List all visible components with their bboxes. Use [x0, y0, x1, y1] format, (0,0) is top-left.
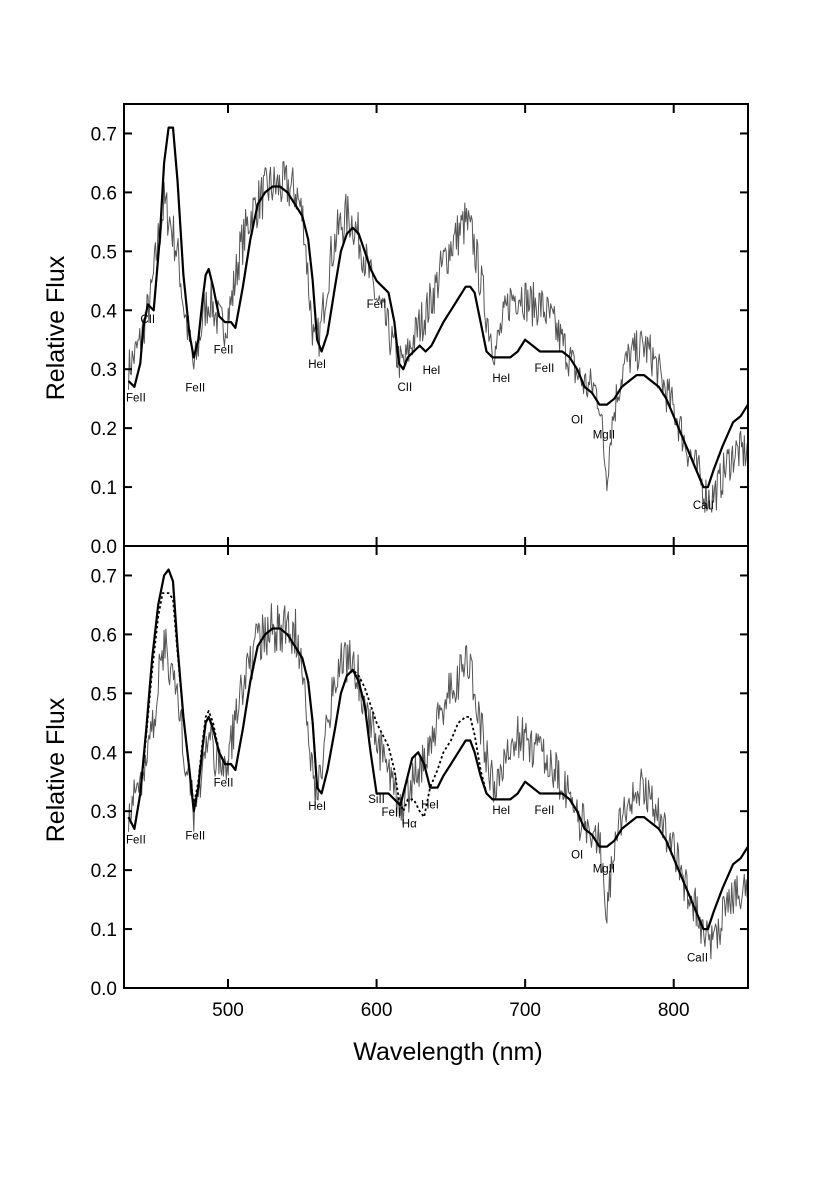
top-spectrum-panel: 0.0 0.1 0.2 0.3 0.4 0.5 0.6 0.7 Relative Flux FeI…: [42, 103, 749, 558]
top-line-label-feii: FeII: [535, 363, 555, 375]
bottom-xtick-label: 500: [212, 1000, 244, 1021]
top-y-axis-title: Relative Flux: [42, 255, 70, 400]
bottom-line-label-caii: CaII: [687, 952, 708, 964]
bottom-line-label-feii: FeII: [382, 807, 402, 819]
bottom-ytick-label: 0.6: [91, 625, 117, 646]
top-line-label-hei: HeI: [492, 373, 510, 385]
bottom-line-label-feii: FeII: [185, 830, 205, 842]
bottom-ytick-label: 0.7: [91, 566, 117, 587]
top-line-label-feii: FeII: [126, 393, 146, 405]
top-series-thin-noisy-line: [128, 161, 748, 513]
top-ytick-label: 0.5: [91, 242, 117, 263]
bottom-ytick-label: 0.4: [91, 743, 118, 764]
top-ytick-label: 0.6: [91, 183, 117, 204]
bottom-x-axis-title: Wavelength (nm): [353, 1038, 542, 1066]
top-ytick-label: 0.4: [91, 301, 118, 322]
top-series-group: [127, 126, 748, 513]
bottom-ytick-label: 0.5: [91, 684, 117, 705]
bottom-line-label-mgii: MgII: [593, 863, 615, 875]
top-line-label-cii: CII: [140, 314, 155, 326]
top-line-label-hei: HeI: [423, 365, 441, 377]
bottom-series-solid-line: [127, 568, 748, 931]
bottom-xtick-label: 800: [658, 1000, 690, 1021]
bottom-line-label-hα: Hα: [402, 819, 417, 831]
bottom-plot-frame: [123, 545, 749, 989]
top-line-label-oi: OI: [571, 414, 583, 426]
bottom-line-label-feii: FeII: [214, 777, 234, 789]
top-ytick-label: 0.1: [91, 478, 117, 499]
top-line-label-feii: FeII: [214, 344, 234, 356]
bottom-series-thin-noisy-line: [128, 603, 748, 960]
bottom-xtick-label: 700: [509, 1000, 541, 1021]
bottom-line-label-hei: HeI: [308, 801, 326, 813]
bottom-ytick-label: 0.2: [91, 861, 117, 882]
top-line-label-hei: HeI: [308, 359, 326, 371]
bottom-series-group: [127, 568, 748, 960]
top-line-label-caii: CaII: [693, 500, 714, 512]
bottom-xtick-label: 600: [361, 1000, 393, 1021]
bottom-line-label-hei: HeI: [492, 805, 510, 817]
top-series-solid-line: [127, 126, 748, 489]
top-line-label-mgii: MgII: [593, 430, 615, 442]
bottom-ytick-label: 0.3: [91, 802, 117, 823]
top-line-label-feii: FeII: [367, 299, 387, 311]
bottom-spectrum-panel: 0.0 0.1 0.2 0.3 0.4 0.5 0.6 0.7 500 600 700 800 Rela…: [42, 545, 749, 1066]
top-line-label-cii: CII: [397, 382, 412, 394]
bottom-line-label-siii: SiII: [368, 794, 385, 806]
bottom-line-label-hei: HeI: [421, 799, 439, 811]
bottom-ytick-label: 0.1: [91, 920, 117, 941]
top-ytick-label: 0.3: [91, 360, 117, 381]
top-ytick-label: 0.2: [91, 419, 117, 440]
bottom-line-label-oi: OI: [571, 849, 583, 861]
bottom-line-label-feii: FeII: [535, 805, 555, 817]
top-ytick-label: 0.7: [91, 124, 117, 145]
bottom-line-label-feii: FeII: [126, 835, 146, 847]
top-line-label-feii: FeII: [185, 383, 205, 395]
top-ytick-label: 0.0: [91, 537, 117, 558]
bottom-series-dotted-line: [127, 592, 511, 830]
bottom-y-axis-title: Relative Flux: [42, 697, 70, 842]
bottom-ytick-label: 0.0: [91, 979, 117, 1000]
